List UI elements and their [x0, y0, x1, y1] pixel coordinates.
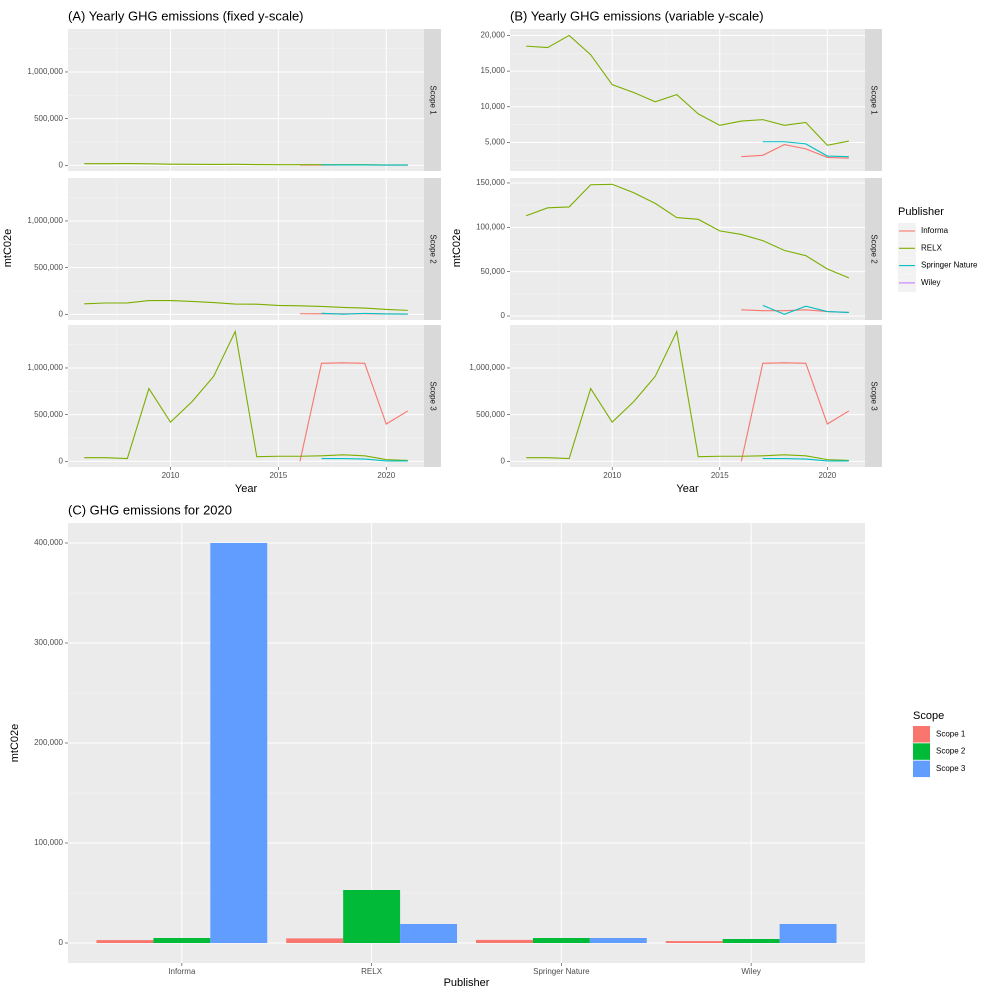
series-line	[762, 458, 849, 462]
y-tick-label: 0	[501, 311, 506, 320]
panel-title: (A) Yearly GHG emissions (fixed y-scale)	[68, 8, 304, 23]
x-axis-title: Year	[235, 483, 258, 495]
y-tick-label: 1,000,000	[469, 363, 505, 372]
bar	[475, 939, 533, 943]
legend-label: Springer Nature	[921, 261, 978, 270]
bar	[779, 924, 837, 943]
facet-label: Scope 3	[428, 381, 437, 411]
bar	[153, 938, 211, 943]
series-line	[526, 329, 849, 462]
facet-strip	[865, 29, 882, 171]
panel-background	[510, 178, 865, 320]
x-tick-label: 2010	[603, 471, 621, 480]
bar	[589, 938, 647, 943]
facet-label: Scope 1	[869, 85, 878, 115]
legend-label: Scope 2	[936, 747, 966, 756]
series-line	[84, 329, 408, 462]
facet-strip	[865, 325, 882, 467]
bar	[532, 938, 590, 943]
y-axis-title: mtC02e	[451, 229, 463, 268]
legend-title: Scope	[913, 710, 944, 722]
series-line	[321, 312, 408, 315]
facet-strip	[424, 325, 441, 467]
x-axis-title: Publisher	[444, 977, 490, 989]
facet-strip	[424, 29, 441, 171]
y-tick-label: 1,000,000	[27, 216, 63, 225]
y-tick-label: 500,000	[34, 114, 63, 123]
series-line	[84, 299, 408, 311]
y-tick-label: 500,000	[34, 263, 63, 272]
y-tick-label: 0	[59, 938, 64, 947]
x-tick-label: Springer Nature	[533, 967, 590, 976]
panel-title: (C) GHG emissions for 2020	[68, 502, 232, 517]
bar	[343, 890, 401, 943]
y-tick-label: 0	[59, 457, 64, 466]
y-tick-label: 300,000	[34, 638, 63, 647]
series-line	[525, 183, 850, 279]
x-tick-label: 2020	[377, 471, 395, 480]
y-tick-label: 200,000	[34, 738, 63, 747]
y-tick-label: 100,000	[34, 838, 63, 847]
panel-background	[68, 29, 424, 171]
bar	[96, 940, 154, 943]
facet-strip	[865, 178, 882, 320]
series-line	[741, 144, 849, 159]
series-line	[762, 304, 849, 315]
y-tick-label: 100,000	[476, 222, 505, 231]
bar	[665, 941, 723, 943]
bar	[210, 543, 268, 943]
bar	[400, 924, 458, 943]
legend-swatch	[913, 743, 930, 760]
y-axis-title: mtC02e	[2, 229, 14, 268]
y-tick-label: 1,000,000	[27, 363, 63, 372]
y-tick-label: 20,000	[481, 31, 506, 40]
y-tick-label: 0	[59, 310, 64, 319]
x-tick-label: 2015	[711, 471, 729, 480]
y-tick-label: 1,000,000	[27, 67, 63, 76]
facet-label: Scope 1	[428, 85, 437, 115]
legend-label: Scope 3	[936, 764, 966, 773]
series-line	[740, 362, 850, 462]
facet-label: Scope 2	[869, 234, 878, 264]
y-tick-label: 50,000	[481, 267, 506, 276]
panel-background	[510, 29, 865, 171]
series-line	[526, 34, 849, 146]
x-tick-label: 2010	[162, 471, 180, 480]
legend-label: RELX	[921, 243, 943, 252]
y-tick-label: 150,000	[476, 178, 505, 187]
legend-label: Scope 1	[936, 729, 966, 738]
x-tick-label: Wiley	[741, 967, 761, 976]
y-axis-title: mtC02e	[9, 724, 21, 763]
facet-label: Scope 2	[428, 234, 437, 264]
y-tick-label: 400,000	[34, 538, 63, 547]
y-tick-label: 0	[501, 457, 506, 466]
series-line	[299, 362, 409, 462]
y-tick-label: 500,000	[34, 410, 63, 419]
legend-swatch	[913, 726, 930, 743]
bar	[286, 938, 344, 943]
series-line	[762, 141, 849, 158]
legend-label: Wiley	[921, 278, 941, 287]
y-tick-label: 0	[59, 161, 64, 170]
y-tick-label: 500,000	[476, 410, 505, 419]
x-tick-label: 2015	[269, 471, 287, 480]
legend-label: Informa	[921, 226, 949, 235]
legend-title: Publisher	[898, 206, 944, 218]
y-tick-label: 5,000	[485, 138, 506, 147]
panel-background	[68, 178, 424, 320]
y-tick-label: 15,000	[481, 66, 506, 75]
x-tick-label: RELX	[361, 967, 383, 976]
y-tick-label: 10,000	[481, 102, 506, 111]
x-tick-label: Informa	[168, 967, 196, 976]
facet-label: Scope 3	[869, 381, 878, 411]
x-axis-title: Year	[676, 483, 699, 495]
legend-swatch	[913, 760, 930, 778]
facet-strip	[424, 178, 441, 320]
panel-title: (B) Yearly GHG emissions (variable y-sca…	[510, 8, 764, 23]
bar	[722, 939, 780, 943]
series-line	[321, 458, 408, 462]
x-tick-label: 2020	[818, 471, 836, 480]
